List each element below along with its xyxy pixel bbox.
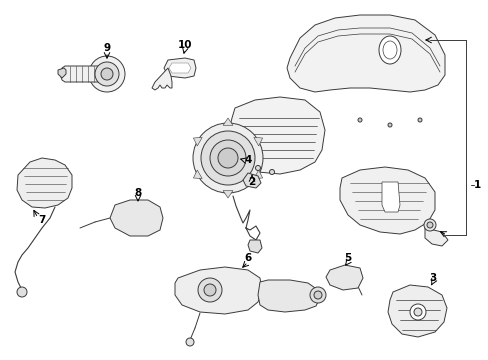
Text: 2: 2 xyxy=(248,177,255,187)
Ellipse shape xyxy=(378,36,400,64)
Polygon shape xyxy=(381,182,399,212)
Circle shape xyxy=(198,278,222,302)
Circle shape xyxy=(244,153,249,158)
Text: 7: 7 xyxy=(38,215,45,225)
Circle shape xyxy=(387,123,391,127)
Circle shape xyxy=(209,140,245,176)
Polygon shape xyxy=(193,170,202,179)
Polygon shape xyxy=(163,58,196,78)
Text: 8: 8 xyxy=(134,188,142,198)
Polygon shape xyxy=(253,138,262,146)
Polygon shape xyxy=(253,170,262,179)
Circle shape xyxy=(193,123,263,193)
Circle shape xyxy=(426,222,432,228)
Polygon shape xyxy=(243,173,261,188)
Text: 10: 10 xyxy=(177,40,192,50)
Circle shape xyxy=(417,118,421,122)
Polygon shape xyxy=(193,138,202,146)
Text: 4: 4 xyxy=(244,155,251,165)
Circle shape xyxy=(309,287,325,303)
Circle shape xyxy=(101,68,113,80)
Polygon shape xyxy=(247,240,262,253)
Polygon shape xyxy=(58,68,66,78)
Text: 5: 5 xyxy=(344,253,351,263)
Circle shape xyxy=(409,304,425,320)
Polygon shape xyxy=(424,228,447,246)
Circle shape xyxy=(201,131,254,185)
Circle shape xyxy=(413,308,421,316)
Circle shape xyxy=(17,287,27,297)
Circle shape xyxy=(313,291,321,299)
Polygon shape xyxy=(223,191,232,198)
Polygon shape xyxy=(325,265,362,290)
Polygon shape xyxy=(339,167,434,234)
Circle shape xyxy=(357,118,361,122)
Circle shape xyxy=(269,170,274,175)
Polygon shape xyxy=(169,63,191,73)
Text: 9: 9 xyxy=(103,43,110,53)
Circle shape xyxy=(218,148,238,168)
Circle shape xyxy=(255,166,260,171)
Circle shape xyxy=(423,219,435,231)
Text: 1: 1 xyxy=(472,180,480,190)
Polygon shape xyxy=(286,15,444,92)
Polygon shape xyxy=(258,280,319,312)
Circle shape xyxy=(185,338,194,346)
Polygon shape xyxy=(152,68,172,90)
Polygon shape xyxy=(175,267,262,314)
Text: 6: 6 xyxy=(244,253,251,263)
Text: 3: 3 xyxy=(428,273,436,283)
Circle shape xyxy=(89,56,125,92)
Polygon shape xyxy=(387,285,446,337)
Circle shape xyxy=(95,62,119,86)
Polygon shape xyxy=(227,97,325,174)
Polygon shape xyxy=(110,200,163,236)
Polygon shape xyxy=(60,66,107,82)
Circle shape xyxy=(203,284,216,296)
Polygon shape xyxy=(223,118,232,125)
Polygon shape xyxy=(17,158,72,208)
